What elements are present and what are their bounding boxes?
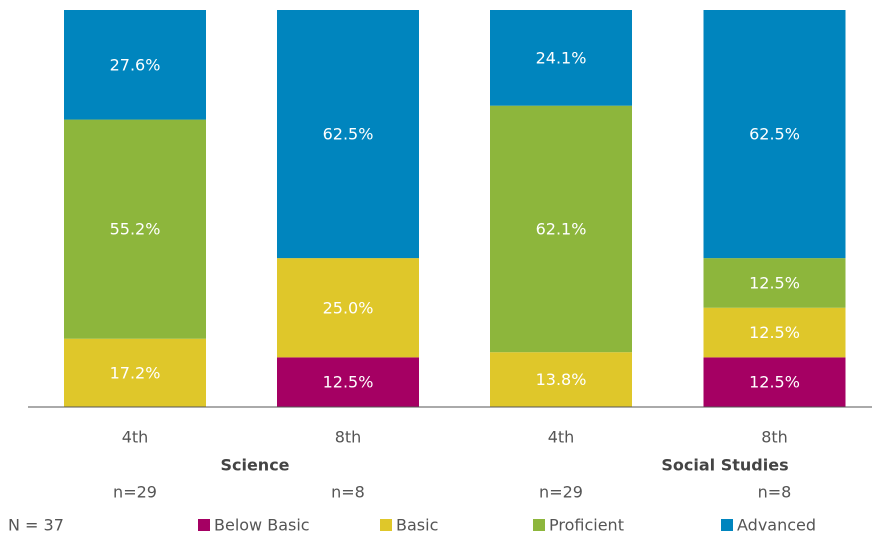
value-label: 12.5% bbox=[749, 373, 800, 392]
legend-label: Below Basic bbox=[214, 516, 310, 535]
group-label: Science bbox=[220, 456, 289, 475]
value-label: 62.1% bbox=[536, 219, 587, 238]
legend-label: Advanced bbox=[737, 516, 816, 535]
value-label: 12.5% bbox=[749, 323, 800, 342]
value-label: 62.5% bbox=[749, 125, 800, 144]
bar-segment bbox=[490, 105, 632, 353]
legend-swatch bbox=[533, 519, 545, 531]
value-label: 27.6% bbox=[110, 55, 161, 74]
x-tick-label: 8th bbox=[761, 428, 788, 447]
legend-swatch bbox=[721, 519, 733, 531]
legend-label: Proficient bbox=[549, 516, 624, 535]
bar-segment bbox=[703, 357, 846, 407]
bar-segment bbox=[64, 119, 206, 339]
legend-swatch bbox=[380, 519, 392, 531]
legend-label: Basic bbox=[396, 516, 438, 535]
bar-segment bbox=[703, 10, 846, 259]
bar-segment bbox=[277, 357, 419, 407]
value-label: 55.2% bbox=[110, 220, 161, 239]
legend-swatch bbox=[198, 519, 210, 531]
x-tick-label: 8th bbox=[335, 428, 362, 447]
group-label: Social Studies bbox=[661, 456, 788, 475]
bar-segment bbox=[703, 258, 846, 308]
value-label: 17.2% bbox=[110, 363, 161, 382]
value-label: 62.5% bbox=[323, 125, 374, 144]
note: N = 37 bbox=[8, 516, 64, 535]
value-label: 25.0% bbox=[323, 298, 374, 317]
bar-segment bbox=[64, 10, 206, 120]
n-label: n=8 bbox=[758, 483, 792, 502]
n-label: n=8 bbox=[331, 483, 365, 502]
value-label: 12.5% bbox=[323, 373, 374, 392]
bar-segment bbox=[277, 258, 419, 358]
x-tick-label: 4th bbox=[122, 428, 149, 447]
value-label: 24.1% bbox=[536, 48, 587, 67]
value-label: 12.5% bbox=[749, 273, 800, 292]
bar-segment bbox=[490, 352, 632, 407]
n-label: n=29 bbox=[539, 483, 583, 502]
bar-segment bbox=[277, 10, 419, 259]
bar-segment bbox=[490, 10, 632, 106]
x-tick-label: 4th bbox=[548, 428, 575, 447]
bar-segment bbox=[703, 307, 846, 358]
bar-segment bbox=[64, 338, 206, 407]
value-label: 13.8% bbox=[536, 370, 587, 389]
n-label: n=29 bbox=[113, 483, 157, 502]
